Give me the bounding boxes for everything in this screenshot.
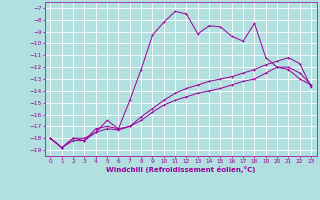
X-axis label: Windchill (Refroidissement éolien,°C): Windchill (Refroidissement éolien,°C) bbox=[106, 166, 255, 173]
